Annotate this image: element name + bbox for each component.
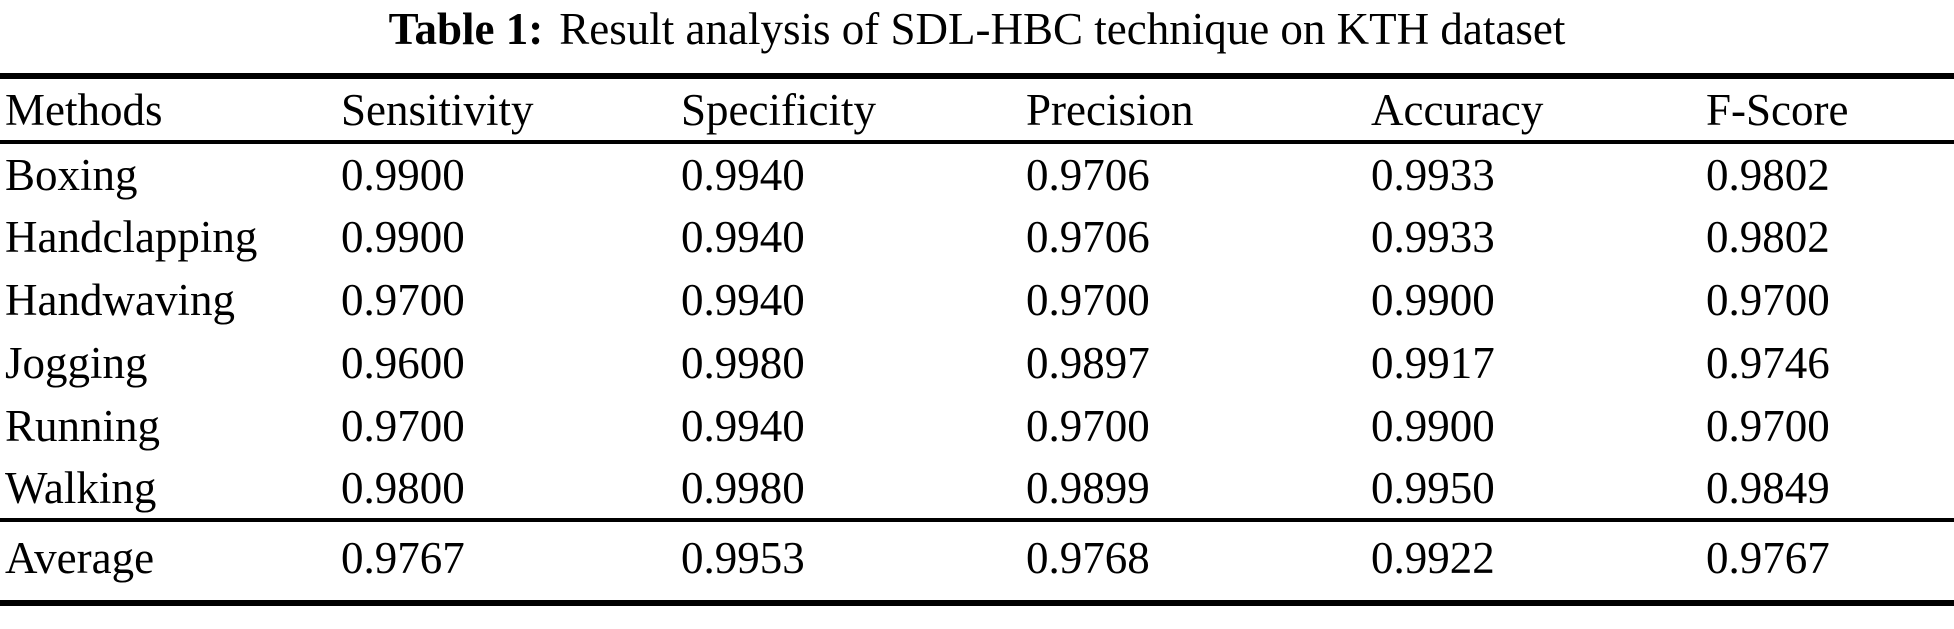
column-header-methods: Methods bbox=[5, 84, 163, 135]
value-cell: 0.9700 bbox=[341, 400, 465, 451]
table-row-jogging: Jogging 0.9600 0.9980 0.9897 0.9917 0.9746 bbox=[0, 331, 1954, 394]
value-cell: 0.9897 bbox=[1026, 337, 1150, 388]
value-cell: 0.9767 bbox=[341, 533, 465, 583]
value-cell: 0.9746 bbox=[1706, 337, 1830, 388]
table-row-running: Running 0.9700 0.9940 0.9700 0.9900 0.9700 bbox=[0, 394, 1954, 457]
table-body: Boxing 0.9900 0.9940 0.9706 0.9933 0.9802 Hand… bbox=[0, 142, 1954, 520]
value-cell: 0.9802 bbox=[1706, 211, 1830, 262]
value-cell: 0.9700 bbox=[341, 274, 465, 325]
value-cell: 0.9768 bbox=[1026, 533, 1150, 583]
header-row: Methods Sensitivity Specificity Precision Ac… bbox=[0, 76, 1954, 142]
table-row-handclapping: Handclapping 0.9900 0.9940 0.9706 0.9933 0.98… bbox=[0, 205, 1954, 268]
column-header-accuracy: Accuracy bbox=[1371, 84, 1544, 135]
table-row-handwaving: Handwaving 0.9700 0.9940 0.9700 0.9900 0.9700 bbox=[0, 268, 1954, 331]
method-cell: Average bbox=[5, 533, 155, 583]
value-cell: 0.9802 bbox=[1706, 149, 1830, 200]
value-cell: 0.9933 bbox=[1371, 149, 1495, 200]
method-cell: Boxing bbox=[5, 149, 138, 200]
value-cell: 0.9900 bbox=[1371, 274, 1495, 325]
value-cell: 0.9933 bbox=[1371, 211, 1495, 262]
value-cell: 0.9917 bbox=[1371, 337, 1495, 388]
value-cell: 0.9849 bbox=[1706, 462, 1830, 513]
value-cell: 0.9900 bbox=[341, 149, 465, 200]
value-cell: 0.9950 bbox=[1371, 462, 1495, 513]
table-caption: Table 1: Result analysis of SDL-HBC techn… bbox=[0, 0, 1954, 73]
average-row: Average 0.9767 0.9953 0.9768 0.9922 0.9767 bbox=[0, 520, 1954, 603]
value-cell: 0.9900 bbox=[341, 211, 465, 262]
table-caption-text: Result analysis of SDL-HBC technique on … bbox=[559, 4, 1566, 54]
method-cell: Jogging bbox=[5, 337, 148, 388]
value-cell: 0.9700 bbox=[1706, 400, 1830, 451]
value-cell: 0.9980 bbox=[681, 337, 805, 388]
value-cell: 0.9953 bbox=[681, 533, 805, 583]
value-cell: 0.9922 bbox=[1371, 533, 1495, 583]
value-cell: 0.9600 bbox=[341, 337, 465, 388]
value-cell: 0.9700 bbox=[1026, 400, 1150, 451]
column-header-precision: Precision bbox=[1026, 84, 1194, 135]
value-cell: 0.9767 bbox=[1706, 533, 1830, 583]
column-header-f-score: F-Score bbox=[1706, 84, 1849, 135]
value-cell: 0.9940 bbox=[681, 274, 805, 325]
method-cell: Handwaving bbox=[5, 274, 235, 325]
value-cell: 0.9940 bbox=[681, 400, 805, 451]
table-row-walking: Walking 0.9800 0.9980 0.9899 0.9950 0.9849 bbox=[0, 457, 1954, 520]
method-cell: Walking bbox=[5, 462, 157, 513]
value-cell: 0.9700 bbox=[1706, 274, 1830, 325]
value-cell: 0.9700 bbox=[1026, 274, 1150, 325]
method-cell: Handclapping bbox=[5, 211, 258, 262]
value-cell: 0.9706 bbox=[1026, 149, 1150, 200]
value-cell: 0.9899 bbox=[1026, 462, 1150, 513]
value-cell: 0.9980 bbox=[681, 462, 805, 513]
table-row-boxing: Boxing 0.9900 0.9940 0.9706 0.9933 0.9802 bbox=[0, 142, 1954, 205]
value-cell: 0.9800 bbox=[341, 462, 465, 513]
method-cell: Running bbox=[5, 400, 161, 451]
value-cell: 0.9900 bbox=[1371, 400, 1495, 451]
table-caption-label: Table 1: bbox=[388, 4, 544, 54]
value-cell: 0.9940 bbox=[681, 149, 805, 200]
column-header-specificity: Specificity bbox=[681, 84, 876, 135]
results-table: Methods Sensitivity Specificity Precision Ac… bbox=[0, 73, 1954, 606]
column-header-sensitivity: Sensitivity bbox=[341, 84, 534, 135]
value-cell: 0.9706 bbox=[1026, 211, 1150, 262]
value-cell: 0.9940 bbox=[681, 211, 805, 262]
